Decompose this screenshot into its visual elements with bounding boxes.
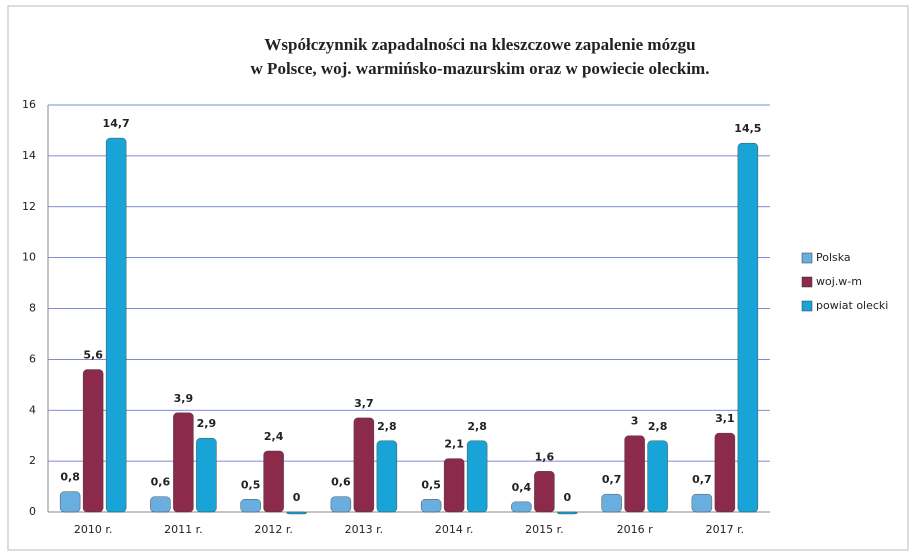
legend-swatch [801,252,813,264]
value-label: 3,7 [354,397,374,410]
legend-label: Polska [816,251,851,264]
bar [737,142,759,513]
bar [557,511,578,515]
x-tick-label: 2011 r. [164,523,203,536]
bar [330,496,352,513]
y-tick-label: 4 [29,403,36,416]
x-tick-label: 2016 r [617,523,653,536]
value-label: 5,6 [83,349,103,362]
bar [691,493,713,513]
y-tick-label: 2 [29,454,36,467]
bar [105,137,127,513]
y-tick-label: 16 [22,98,36,111]
value-label: 0 [564,491,572,504]
value-label: 0 [293,491,301,504]
bar [59,491,81,513]
x-tick-label: 2010 r. [74,523,113,536]
value-label: 0,6 [151,476,171,489]
value-label: 0,6 [331,476,351,489]
value-label: 2,8 [377,420,397,433]
bar [534,471,555,513]
bar [82,369,104,513]
value-label: 1,6 [535,450,555,463]
bar [647,440,668,513]
value-label: 2,8 [648,420,668,433]
value-label: 2,9 [197,417,217,430]
bar [353,417,375,513]
chart-title: Współczynnik zapadalności na kleszczowe … [264,35,695,54]
value-label: 2,1 [444,438,464,451]
chart-title: w Polsce, woj. warmińsko-mazurskim oraz … [251,59,710,78]
x-tick-label: 2015 r. [525,523,564,536]
value-label: 3,1 [715,412,735,425]
value-label: 3 [631,415,639,428]
bar [173,412,194,513]
legend-swatch [801,300,813,312]
bar [263,450,284,513]
value-label: 0,7 [602,473,622,486]
value-label: 14,5 [734,122,761,135]
y-tick-label: 12 [22,200,36,213]
value-label: 2,4 [264,430,284,443]
value-label: 0,5 [241,478,261,491]
bar [376,440,398,513]
value-label: 0,4 [512,481,532,494]
bar [443,458,465,513]
bar [466,440,488,513]
x-tick-label: 2014 r. [435,523,474,536]
bar [601,493,622,513]
x-tick-label: 2012 r. [254,523,293,536]
x-tick-label: 2013 r. [345,523,384,536]
legend-label: woj.w-m [816,275,862,288]
legend-label: powiat olecki [816,299,888,312]
value-label: 14,7 [103,117,130,130]
bar [286,511,307,515]
x-tick-label: 2017 r. [706,523,745,536]
value-label: 0,5 [421,478,441,491]
bar [150,496,171,513]
y-tick-label: 10 [22,251,36,264]
y-tick-label: 14 [22,149,36,162]
legend-swatch [801,276,813,288]
value-label: 0,7 [692,473,712,486]
bar [511,501,532,513]
bar [624,435,645,513]
bar [196,438,217,513]
bar [420,499,442,513]
y-tick-label: 6 [29,352,36,365]
bar [240,499,261,513]
value-label: 2,8 [467,420,487,433]
y-tick-label: 0 [29,505,36,518]
bar [714,432,736,513]
value-label: 0,8 [60,471,80,484]
y-tick-label: 8 [29,302,36,315]
value-label: 3,9 [174,392,194,405]
